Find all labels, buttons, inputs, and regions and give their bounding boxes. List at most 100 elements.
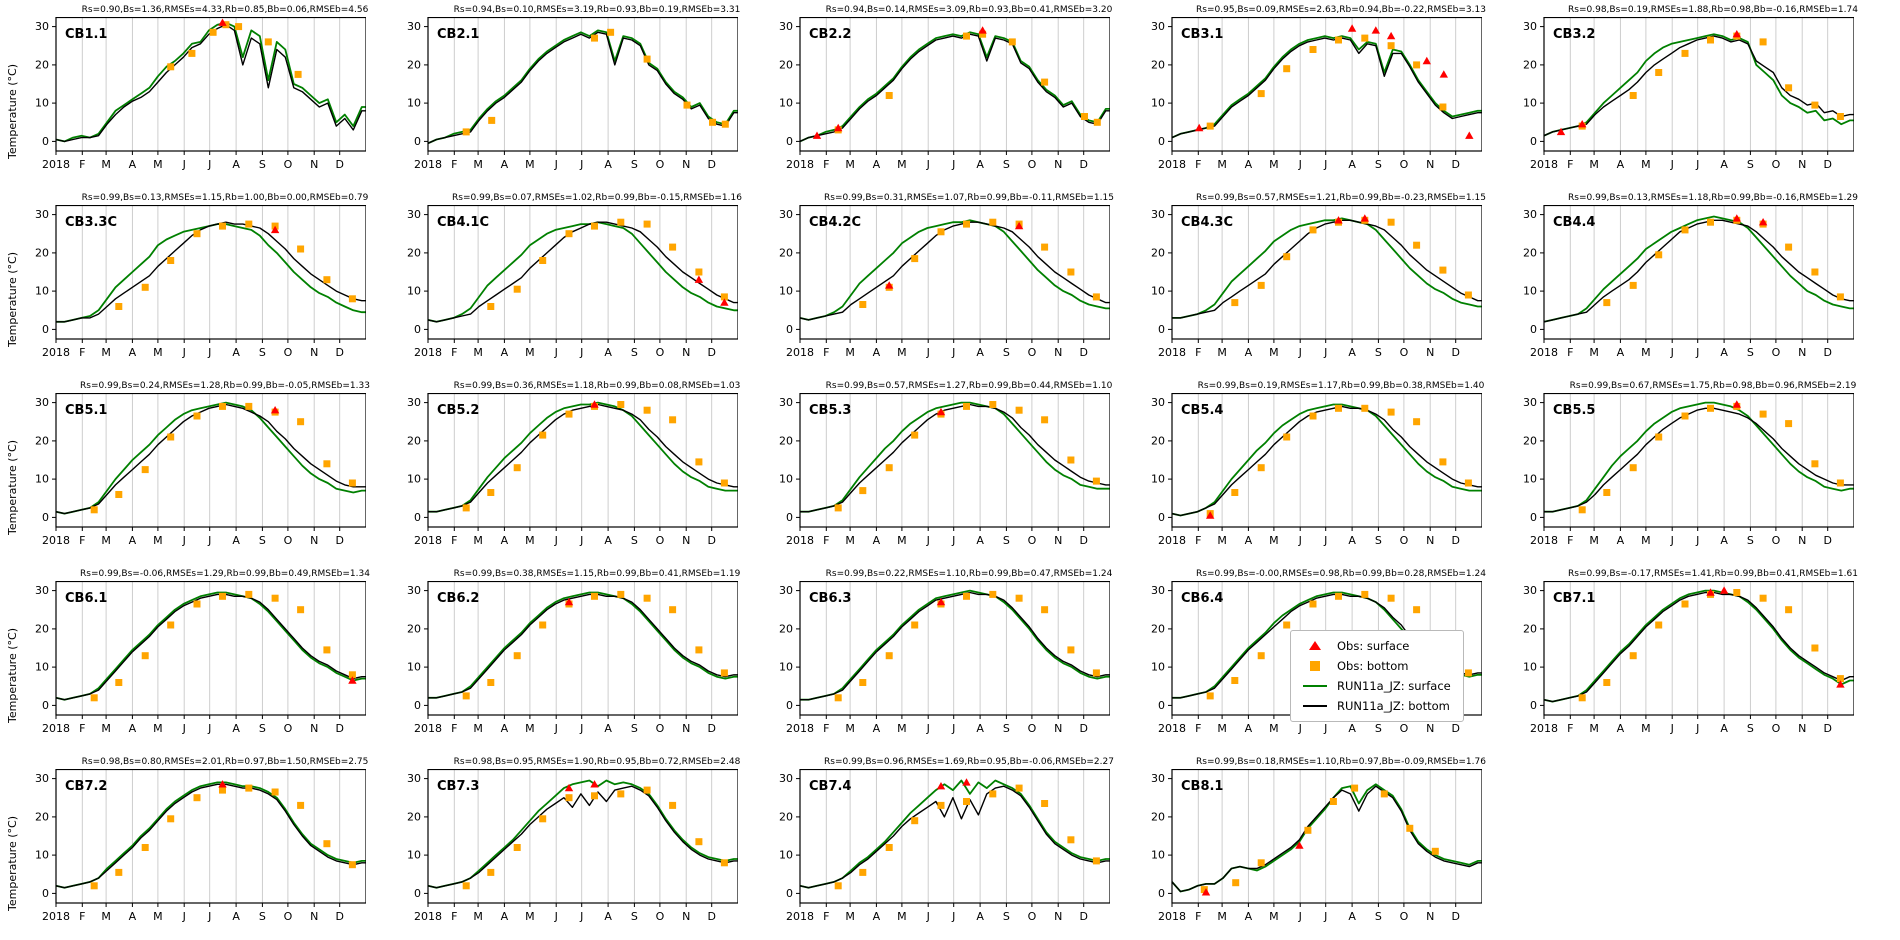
svg-text:A: A bbox=[976, 534, 984, 547]
svg-text:S: S bbox=[259, 158, 266, 171]
plot-CB5.1: 2018 F M A M J J A S O N D 0 10 20 30 CB5.1 bbox=[35, 392, 367, 547]
svg-text:10: 10 bbox=[779, 285, 793, 298]
svg-text:J: J bbox=[1670, 346, 1674, 359]
svg-text:M: M bbox=[1641, 346, 1651, 359]
svg-text:M: M bbox=[1589, 158, 1599, 171]
svg-text:M: M bbox=[1589, 534, 1599, 547]
svg-text:D: D bbox=[707, 910, 715, 923]
station-label: CB4.3C bbox=[1181, 215, 1233, 230]
panel-title: Rs=0.99,Bs=0.57,RMSEs=1.27,Rb=0.99,Bb=0.… bbox=[825, 381, 1113, 391]
svg-text:A: A bbox=[232, 346, 240, 359]
svg-text:30: 30 bbox=[1151, 772, 1165, 785]
svg-text:20: 20 bbox=[779, 246, 793, 259]
svg-text:M: M bbox=[1217, 722, 1227, 735]
svg-text:30: 30 bbox=[779, 772, 793, 785]
svg-text:2018: 2018 bbox=[1158, 158, 1186, 171]
panel-CB3.3C: Rs=0.99,Bs=0.13,RMSEs=1.15,Rb=1.00,Bb=0.… bbox=[22, 192, 394, 380]
svg-text:O: O bbox=[656, 534, 665, 547]
svg-text:10: 10 bbox=[779, 97, 793, 110]
svg-text:0: 0 bbox=[1158, 699, 1165, 712]
svg-text:N: N bbox=[1798, 534, 1806, 547]
svg-text:2018: 2018 bbox=[786, 534, 814, 547]
panel-CB5.1: Rs=0.99,Bs=0.24,RMSEs=1.28,Rb=0.99,Bb=-0… bbox=[22, 380, 394, 568]
svg-text:A: A bbox=[501, 534, 509, 547]
panel-CB4.1C: Rs=0.99,Bs=0.07,RMSEs=1.02,Rb=0.99,Bb=-0… bbox=[394, 192, 766, 380]
svg-text:2018: 2018 bbox=[414, 346, 442, 359]
svg-text:S: S bbox=[1747, 534, 1754, 547]
svg-text:20: 20 bbox=[1151, 246, 1165, 259]
station-label: CB7.1 bbox=[1553, 591, 1595, 606]
station-label: CB4.2C bbox=[809, 215, 861, 230]
svg-text:J: J bbox=[207, 910, 211, 923]
svg-text:A: A bbox=[232, 722, 240, 735]
svg-text:20: 20 bbox=[1151, 434, 1165, 447]
svg-text:S: S bbox=[631, 534, 638, 547]
svg-text:O: O bbox=[1772, 534, 1781, 547]
svg-text:J: J bbox=[1695, 158, 1699, 171]
svg-text:A: A bbox=[1245, 910, 1253, 923]
svg-text:O: O bbox=[1400, 534, 1409, 547]
svg-text:10: 10 bbox=[779, 849, 793, 862]
svg-text:30: 30 bbox=[407, 20, 421, 33]
svg-text:10: 10 bbox=[1523, 97, 1537, 110]
svg-text:S: S bbox=[1375, 534, 1382, 547]
svg-text:0: 0 bbox=[786, 887, 793, 900]
svg-text:N: N bbox=[1054, 910, 1062, 923]
svg-text:J: J bbox=[951, 534, 955, 547]
svg-text:30: 30 bbox=[1151, 20, 1165, 33]
panel-CB5.2: Rs=0.99,Bs=0.36,RMSEs=1.18,Rb=0.99,Bb=0.… bbox=[394, 380, 766, 568]
svg-text:O: O bbox=[1028, 534, 1037, 547]
svg-text:J: J bbox=[951, 910, 955, 923]
svg-text:M: M bbox=[525, 910, 535, 923]
svg-text:A: A bbox=[604, 534, 612, 547]
svg-text:N: N bbox=[682, 346, 690, 359]
svg-text:J: J bbox=[1695, 346, 1699, 359]
plot-CB8.1: 2018 F M A M J J A S O N D 0 10 20 30 CB8.1 bbox=[1151, 768, 1483, 923]
svg-text:M: M bbox=[897, 158, 907, 171]
plot-CB7.1: 2018 F M A M J J A S O N D 0 10 20 30 CB7.1 bbox=[1523, 580, 1855, 735]
svg-text:S: S bbox=[1375, 910, 1382, 923]
svg-text:O: O bbox=[1028, 722, 1037, 735]
svg-text:2018: 2018 bbox=[1158, 910, 1186, 923]
svg-text:J: J bbox=[579, 158, 583, 171]
svg-text:20: 20 bbox=[779, 810, 793, 823]
svg-text:S: S bbox=[259, 346, 266, 359]
svg-text:J: J bbox=[1323, 534, 1327, 547]
panel-title: Rs=0.98,Bs=0.80,RMSEs=2.01,Rb=0.97,Bb=1.… bbox=[81, 757, 369, 767]
svg-text:M: M bbox=[1589, 346, 1599, 359]
svg-text:F: F bbox=[823, 722, 829, 735]
svg-text:0: 0 bbox=[786, 323, 793, 336]
legend-label: Obs: bottom bbox=[1337, 659, 1409, 673]
svg-text:S: S bbox=[1375, 722, 1382, 735]
svg-text:M: M bbox=[1217, 346, 1227, 359]
svg-text:N: N bbox=[1054, 158, 1062, 171]
svg-text:A: A bbox=[1348, 534, 1356, 547]
svg-text:N: N bbox=[1798, 158, 1806, 171]
svg-text:M: M bbox=[473, 158, 483, 171]
panel-title: Rs=0.99,Bs=0.19,RMSEs=1.17,Rb=0.99,Bb=0.… bbox=[1197, 381, 1485, 391]
plot-CB6.2: 2018 F M A M J J A S O N D 0 10 20 30 CB6.2 bbox=[407, 580, 739, 735]
svg-text:0: 0 bbox=[42, 699, 49, 712]
panel-CB7.2: Rs=0.98,Bs=0.80,RMSEs=2.01,Rb=0.97,Bb=1.… bbox=[22, 756, 394, 940]
svg-text:N: N bbox=[1054, 534, 1062, 547]
svg-text:J: J bbox=[951, 722, 955, 735]
svg-text:S: S bbox=[1003, 534, 1010, 547]
svg-text:A: A bbox=[1720, 346, 1728, 359]
svg-text:30: 30 bbox=[1151, 584, 1165, 597]
panel-row: Temperature (°C) Rs=0.90,Bs=1.36,RMSEs=4.… bbox=[2, 4, 1900, 192]
panel-title: Rs=0.98,Bs=0.95,RMSEs=1.90,Rb=0.95,Bb=0.… bbox=[453, 757, 741, 767]
svg-text:F: F bbox=[1567, 346, 1573, 359]
svg-text:10: 10 bbox=[1151, 97, 1165, 110]
svg-text:A: A bbox=[1348, 910, 1356, 923]
svg-text:A: A bbox=[232, 158, 240, 171]
svg-text:D: D bbox=[335, 910, 343, 923]
svg-text:10: 10 bbox=[1151, 849, 1165, 862]
svg-text:J: J bbox=[182, 534, 186, 547]
svg-text:J: J bbox=[1670, 158, 1674, 171]
svg-text:M: M bbox=[845, 722, 855, 735]
panel-title: Rs=0.99,Bs=0.57,RMSEs=1.21,Rb=0.99,Bb=-0… bbox=[1196, 193, 1486, 203]
svg-text:10: 10 bbox=[779, 661, 793, 674]
svg-text:30: 30 bbox=[1523, 208, 1537, 221]
svg-text:F: F bbox=[1195, 910, 1201, 923]
